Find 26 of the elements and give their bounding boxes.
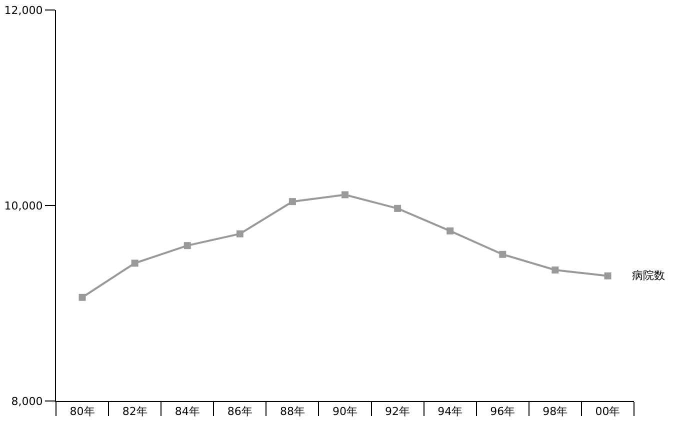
point <box>342 191 348 198</box>
point <box>288 198 296 206</box>
point <box>499 250 506 258</box>
x-tick-label: 92年 <box>385 405 410 418</box>
x-tick-label: 80年 <box>70 405 95 418</box>
x-tick-label: 84年 <box>174 405 200 418</box>
y-tick-label: 10,000 <box>4 199 43 212</box>
point <box>236 230 244 238</box>
point <box>184 242 191 250</box>
y-tick-label: 8,000 <box>11 394 43 408</box>
x-tick-label: 88年 <box>280 405 305 418</box>
x-tick-label: 82年 <box>122 405 148 418</box>
point <box>604 272 612 280</box>
x-tick-label: 98年 <box>542 405 568 418</box>
x-tick-label: 90年 <box>332 405 358 418</box>
series-label: 病院数 <box>632 269 665 282</box>
x-tick-label: 86年 <box>227 405 252 418</box>
point <box>78 294 86 301</box>
x-tick-label: 00年 <box>595 405 620 418</box>
point <box>552 266 559 274</box>
point <box>131 260 138 267</box>
x-tick-label: 94年 <box>438 405 463 418</box>
point <box>394 204 402 212</box>
x-tick-label: 96年 <box>490 405 516 418</box>
y-tick-label: 12,000 <box>4 4 43 17</box>
point <box>446 227 454 234</box>
